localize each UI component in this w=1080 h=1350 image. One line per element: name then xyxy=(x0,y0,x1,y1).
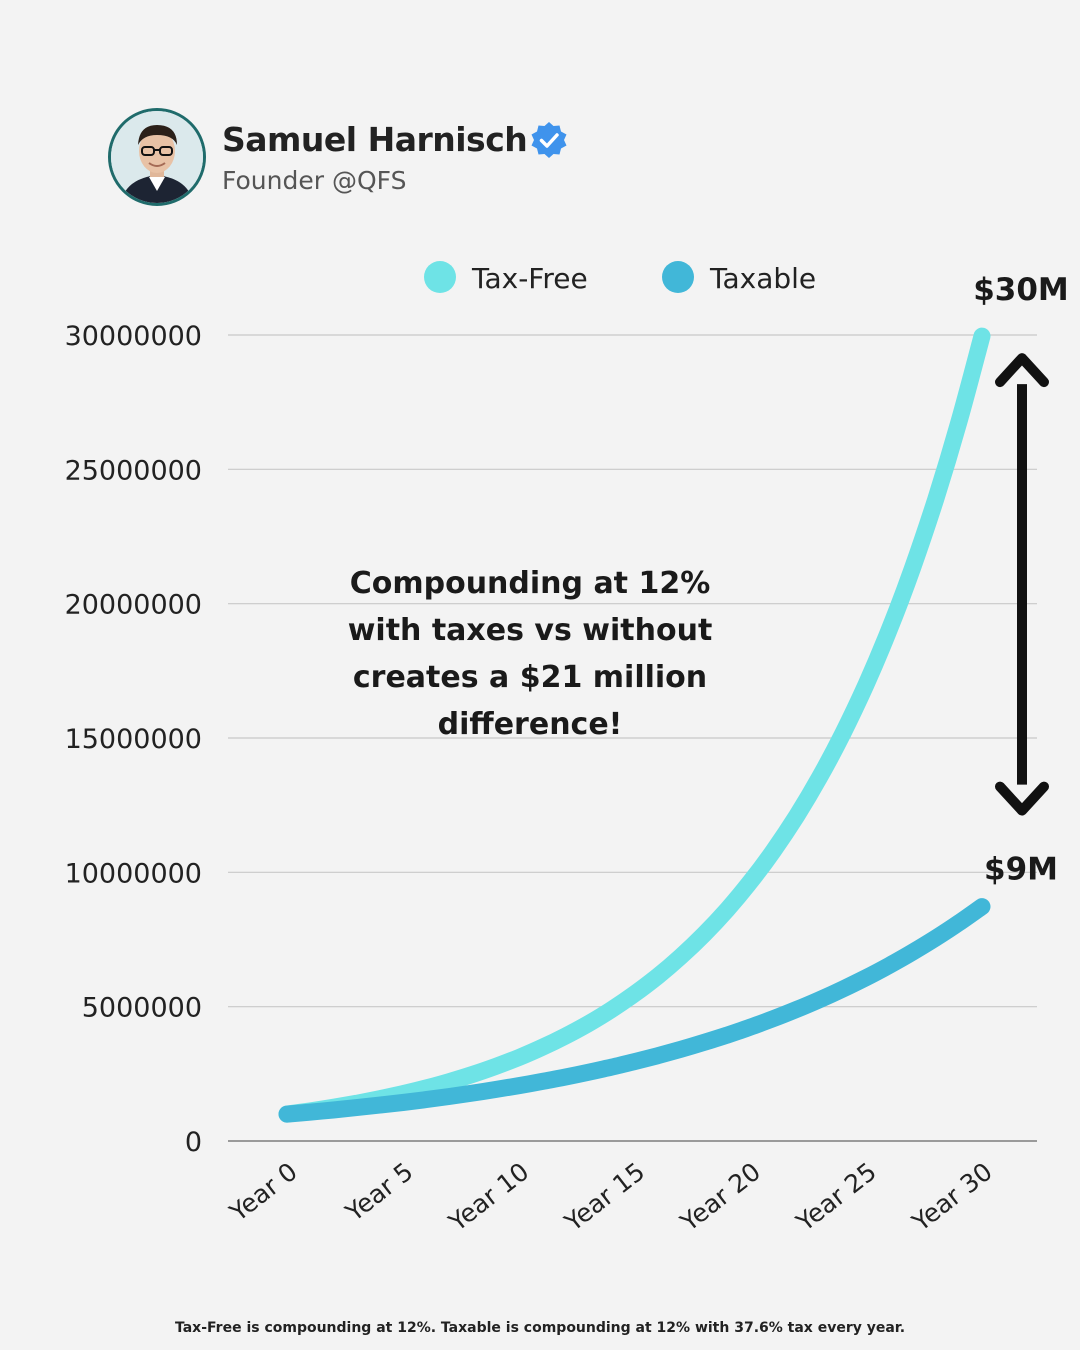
x-tick-label: Year 10 xyxy=(443,1157,535,1238)
difference-arrow xyxy=(995,353,1049,816)
x-tick-label: Year 25 xyxy=(790,1157,882,1238)
y-tick-label: 5000000 xyxy=(82,993,202,1024)
legend: Tax-Free Taxable xyxy=(424,261,816,295)
legend-marker-tax-free xyxy=(424,261,456,293)
y-tick-label: 10000000 xyxy=(65,858,202,889)
end-label-taxable: $9M xyxy=(984,852,1058,888)
annotation-line: difference! xyxy=(437,707,623,742)
footnote: Tax-Free is compounding at 12%. Taxable … xyxy=(174,1320,906,1336)
y-tick-label: 0 xyxy=(185,1127,202,1158)
y-tick-label: 15000000 xyxy=(65,724,202,755)
y-axis: 0 5000000 10000000 15000000 20000000 25000000… xyxy=(65,321,202,1158)
legend-label-tax-free: Tax-Free xyxy=(471,262,588,295)
annotation-line: Compounding at 12% xyxy=(349,566,711,601)
verified-badge-icon xyxy=(531,121,567,158)
author-header: Samuel Harnisch Founder @QFS xyxy=(108,108,569,206)
annotation-line: with taxes vs without xyxy=(347,613,713,648)
annotation-line: creates a $21 million xyxy=(352,660,708,695)
series-line-taxable xyxy=(278,898,991,1123)
y-tick-label: 25000000 xyxy=(65,455,202,486)
legend-marker-taxable xyxy=(662,261,694,293)
x-axis: Year 0 Year 5 Year 10 Year 15 Year 20 Year 25… xyxy=(224,1157,998,1238)
x-tick-label: Year 30 xyxy=(906,1157,998,1238)
author-name: Samuel Harnisch xyxy=(222,120,528,159)
arrow-head-up xyxy=(995,353,1049,388)
author-handle: Founder @QFS xyxy=(222,165,407,195)
arrow-head-down xyxy=(995,781,1049,816)
series-line-tax-free xyxy=(278,327,991,1123)
end-label-tax-free: $30M xyxy=(973,272,1069,308)
x-tick-label: Year 20 xyxy=(674,1157,766,1238)
end-labels: $30M $9M xyxy=(973,272,1069,887)
x-tick-label: Year 15 xyxy=(559,1157,651,1238)
x-tick-label: Year 5 xyxy=(339,1157,418,1228)
x-tick-label: Year 0 xyxy=(224,1157,303,1228)
y-tick-label: 30000000 xyxy=(65,321,202,352)
legend-label-taxable: Taxable xyxy=(709,262,816,295)
person-photo xyxy=(111,111,203,203)
series-lines xyxy=(278,327,991,1123)
avatar xyxy=(108,108,206,206)
annotation: Compounding at 12% with taxes vs without… xyxy=(305,560,755,748)
y-tick-label: 20000000 xyxy=(65,590,202,621)
